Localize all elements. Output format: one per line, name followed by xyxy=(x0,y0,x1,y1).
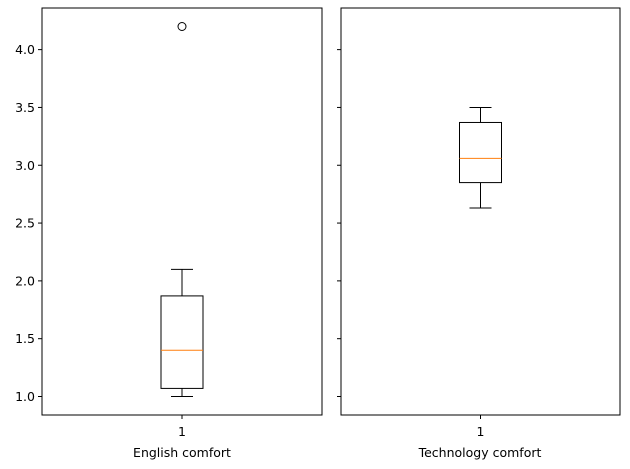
y-tick-label: 3.5 xyxy=(15,100,35,115)
iqr-box xyxy=(459,121,502,184)
iqr-box xyxy=(160,295,204,389)
y-tick-label: 1.0 xyxy=(15,389,35,404)
x-tick-label: 1 xyxy=(178,424,186,439)
y-tick-label: 4.0 xyxy=(15,42,35,57)
x-tick-label: 1 xyxy=(477,424,485,439)
left-xaxis-label: English comfort xyxy=(133,445,231,460)
y-tick-label: 2.5 xyxy=(15,216,35,231)
y-tick-label: 1.5 xyxy=(15,331,35,346)
y-tick-label: 3.0 xyxy=(15,158,35,173)
y-tick-label: 2.0 xyxy=(15,273,35,288)
right-subplot: 1 xyxy=(337,7,621,439)
plot-frame xyxy=(340,7,621,416)
outlier-point xyxy=(177,22,187,31)
right-xaxis-label: Technology comfort xyxy=(418,445,542,460)
left-subplot: 1.0 1.5 2.0 2.5 3.0 3.5 4.0 1 xyxy=(15,7,323,439)
plot-frame xyxy=(41,7,323,416)
